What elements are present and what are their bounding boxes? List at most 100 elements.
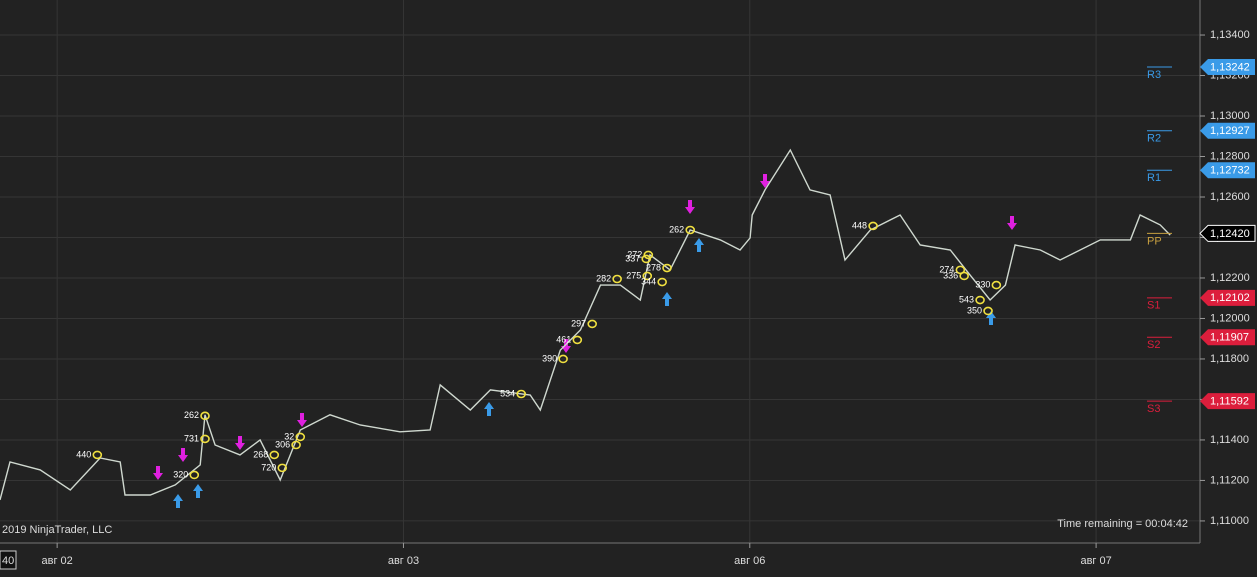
- signal-circle: [200, 434, 210, 444]
- level-tag: [1200, 59, 1255, 76]
- signal-circle: [983, 306, 993, 316]
- signal-circle: [685, 225, 696, 235]
- level-name: R1: [1147, 172, 1161, 184]
- x-tick-label: авг 02: [42, 555, 73, 567]
- signal-label: 390: [542, 353, 557, 363]
- signal-label: 534: [500, 388, 515, 398]
- signal-circle: [975, 295, 985, 305]
- signal-label: 278: [646, 262, 661, 272]
- y-tick-label: 1,12600: [1210, 191, 1250, 203]
- sell-arrow: [1007, 216, 1017, 230]
- level-name: S3: [1147, 403, 1160, 415]
- level-tag: [1200, 122, 1255, 139]
- corner-label: 40: [2, 555, 14, 567]
- y-tick-label: 1,11200: [1210, 474, 1249, 486]
- signal-circle: [662, 263, 672, 273]
- x-tick-label: авг 06: [734, 555, 765, 567]
- level-tag: [1199, 224, 1256, 242]
- level-name: S2: [1147, 339, 1160, 351]
- sell-arrow: [297, 413, 307, 427]
- signal-circle: [189, 470, 200, 480]
- level-name: R3: [1147, 69, 1161, 81]
- level-value-label: 1,11907: [1210, 332, 1249, 344]
- y-tick-label: 1,13000: [1210, 110, 1250, 122]
- signal-circle: [269, 450, 280, 460]
- sell-arrow: [178, 448, 188, 462]
- sell-arrow: [561, 339, 571, 353]
- time-remaining: Time remaining = 00:04:42: [1057, 518, 1188, 530]
- signal-circle: [295, 432, 306, 442]
- signal-label: 262: [184, 410, 199, 420]
- sell-arrow: [235, 436, 245, 450]
- signal-circle: [991, 280, 1002, 290]
- signal-circle: [612, 274, 622, 284]
- signal-circle: [642, 271, 653, 281]
- y-tick-label: 1,11000: [1210, 515, 1249, 527]
- signal-label: 440: [76, 449, 91, 459]
- signal-label: 543: [959, 294, 974, 304]
- signal-circle: [291, 440, 301, 450]
- signal-circle: [643, 250, 654, 260]
- level-tag: [1200, 393, 1255, 410]
- level-value-label: 1,12102: [1210, 292, 1250, 304]
- sell-arrow: [685, 200, 695, 214]
- signal-label: 272: [627, 249, 642, 259]
- x-tick-label: авг 07: [1080, 555, 1111, 567]
- signal-circle: [277, 463, 288, 473]
- level-value-label: 1,11592: [1210, 395, 1249, 407]
- signal-circle: [641, 254, 652, 264]
- signal-label: 282: [596, 273, 611, 283]
- x-tick-label: авг 03: [388, 555, 419, 567]
- signal-label: 344: [641, 276, 656, 286]
- signal-label: 268: [253, 449, 268, 459]
- signal-label: 350: [967, 305, 982, 315]
- signal-label: 336: [943, 270, 958, 280]
- signal-circle: [657, 277, 667, 287]
- y-tick-label: 1,12200: [1210, 272, 1250, 284]
- signal-circle: [92, 450, 103, 460]
- sell-arrow: [153, 466, 163, 480]
- level-tag: [1200, 329, 1255, 346]
- y-tick-label: 1,12800: [1210, 150, 1250, 162]
- signal-circle: [558, 354, 568, 364]
- signal-label: 297: [571, 318, 586, 328]
- level-name: R2: [1147, 133, 1161, 145]
- buy-arrow: [193, 484, 203, 498]
- signal-label: 330: [975, 279, 990, 289]
- signal-label: 720: [261, 462, 276, 472]
- signal-circle: [587, 319, 598, 329]
- signal-label: 448: [852, 220, 867, 230]
- signal-label: 262: [669, 224, 684, 234]
- level-value-label: 1,12732: [1210, 165, 1250, 177]
- level-tag: [1200, 289, 1255, 306]
- level-value-label: 1,13242: [1210, 61, 1250, 73]
- y-tick-label: 1,13400: [1210, 29, 1250, 41]
- signal-label: 731: [184, 433, 199, 443]
- signal-label: 461: [556, 334, 571, 344]
- signal-label: 306: [275, 439, 290, 449]
- grid: [0, 0, 1200, 543]
- signal-circle: [868, 221, 878, 231]
- signal-circle: [200, 411, 210, 421]
- y-tick-label: 1,11400: [1210, 434, 1249, 446]
- price-line: [0, 148, 1171, 501]
- signal-label: 32: [284, 431, 294, 441]
- y-tick-label: 1,12000: [1210, 312, 1250, 324]
- level-name: PP: [1147, 235, 1162, 247]
- y-tick-label: 1,11800: [1210, 353, 1249, 365]
- buy-arrow: [694, 238, 704, 252]
- buy-arrow: [662, 292, 672, 306]
- level-value-label: 1,12927: [1210, 125, 1250, 137]
- buy-arrow: [484, 402, 494, 416]
- level-value-label: 1,12420: [1210, 228, 1250, 240]
- signal-label: 320: [173, 469, 188, 479]
- signal-circle: [516, 389, 527, 399]
- level-name: S1: [1147, 300, 1160, 312]
- level-tag: [1200, 162, 1255, 179]
- signal-label: 337: [625, 253, 640, 263]
- signal-circle: [959, 271, 969, 281]
- copyright: 2019 NinjaTrader, LLC: [2, 524, 112, 536]
- signal-label: 275: [626, 270, 641, 280]
